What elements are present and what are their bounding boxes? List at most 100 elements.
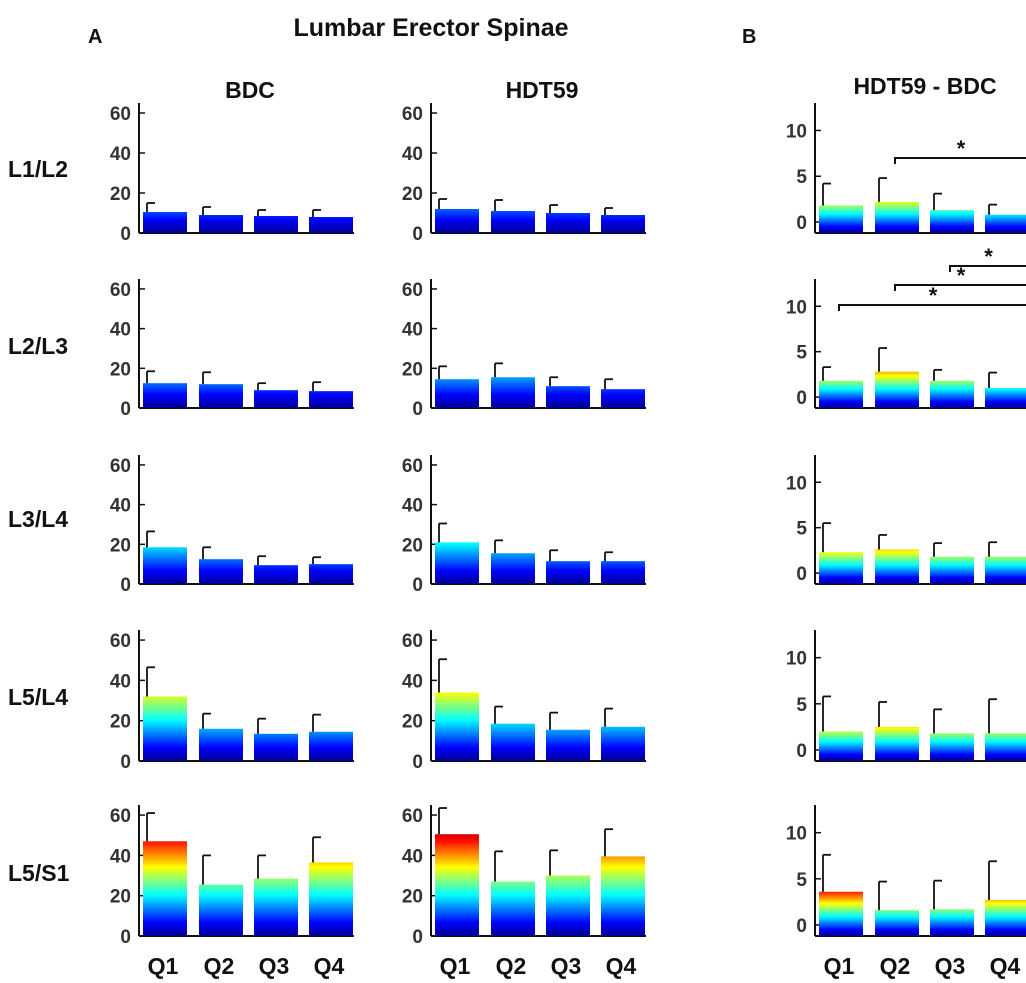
bar-q3 (930, 210, 974, 233)
x-tick-label-q2: Q2 (204, 953, 235, 979)
bar-q4 (309, 391, 353, 408)
y-tick-label: 60 (110, 806, 131, 827)
y-tick-label: 20 (402, 535, 423, 556)
significance-star: * (957, 263, 966, 288)
panel-bdc-l3-l4: 0 20 40 60 (110, 455, 354, 596)
bar-q1 (819, 891, 863, 936)
y-tick-label: 60 (402, 456, 423, 477)
bar-q1 (435, 834, 479, 936)
y-tick-label: 40 (110, 144, 131, 165)
y-tick-label: 10 (786, 473, 807, 494)
y-tick-label: 20 (402, 359, 423, 380)
bar-q3 (254, 216, 298, 233)
bar-q4 (985, 556, 1026, 584)
x-tick-label-q4: Q4 (606, 953, 637, 979)
significance-star: * (984, 244, 993, 269)
bar-q4 (601, 561, 645, 584)
y-tick-label: 60 (110, 104, 131, 125)
y-tick-label: 60 (110, 456, 131, 477)
significance-bracket (894, 157, 1026, 164)
bar-q1 (435, 542, 479, 584)
y-tick-label: 20 (110, 887, 131, 908)
significance-bracket (838, 304, 1026, 311)
row-label-l5-l4: L5/L4 (8, 684, 68, 710)
panel-b-letter: B (742, 26, 756, 48)
y-tick-label: 40 (110, 671, 131, 692)
y-tick-label: 60 (402, 631, 423, 652)
y-tick-label: 40 (402, 144, 423, 165)
significance-bracket (949, 265, 1026, 272)
bar-q1 (435, 379, 479, 408)
y-tick-label: 40 (110, 496, 131, 517)
bar-q3 (254, 733, 298, 761)
x-tick-label-q3: Q3 (259, 953, 290, 979)
y-tick-label: 20 (402, 184, 423, 205)
bar-q2 (199, 559, 243, 584)
bar-q4 (601, 389, 645, 408)
x-tick-label-q1: Q1 (824, 953, 855, 979)
bar-q3 (546, 386, 590, 408)
bar-q3 (546, 875, 590, 936)
panel-hdt59-l2-l3: 0 20 40 60 (402, 279, 646, 420)
bar-q4 (985, 733, 1026, 761)
y-tick-label: 10 (786, 824, 807, 845)
y-tick-label: 0 (120, 927, 131, 948)
panel-bdc-l2-l3: 0 20 40 60 (110, 279, 354, 420)
bar-q1 (143, 383, 187, 408)
bar-q1 (143, 841, 187, 936)
column-title-hdt59: HDT59 (506, 77, 579, 103)
y-tick-label: 5 (796, 519, 807, 540)
y-tick-label: 40 (110, 320, 131, 341)
y-tick-label: 40 (402, 846, 423, 867)
column-title-difference: HDT59 - BDC (853, 73, 996, 99)
panel-hdt59-bdc-l2-l3: 0 5 10 * * * (786, 244, 1026, 409)
significance-bracket (894, 284, 1026, 291)
bar-q3 (546, 213, 590, 233)
bar-q3 (546, 561, 590, 584)
y-tick-label: 60 (402, 104, 423, 125)
x-tick-label-q1: Q1 (148, 953, 179, 979)
y-tick-label: 0 (796, 388, 807, 409)
y-tick-label: 20 (402, 887, 423, 908)
panel-bdc-l5-s1: 0 20 40 60 Q1 Q2 Q3 Q4 (110, 805, 354, 979)
y-tick-label: 10 (786, 649, 807, 670)
bar-q2 (199, 728, 243, 761)
panel-hdt59-l3-l4: 0 20 40 60 (402, 455, 646, 596)
y-tick-label: 0 (412, 752, 423, 773)
x-tick-label-q1: Q1 (440, 953, 471, 979)
y-tick-label: 0 (120, 575, 131, 596)
bar-q3 (546, 729, 590, 761)
significance-star: * (957, 136, 966, 161)
y-tick-label: 0 (120, 224, 131, 245)
y-tick-label: 40 (402, 320, 423, 341)
y-tick-label: 0 (412, 575, 423, 596)
bar-q4 (601, 726, 645, 761)
bar-q1 (819, 731, 863, 761)
y-tick-label: 20 (110, 359, 131, 380)
y-tick-label: 60 (402, 280, 423, 301)
y-tick-label: 20 (402, 712, 423, 733)
panel-hdt59-bdc-l5-s1: 0 5 10 Q1 Q2 Q3 Q4 (786, 805, 1026, 979)
panel-hdt59-bdc-l5-l4: 0 5 10 (786, 630, 1026, 762)
y-tick-label: 0 (796, 213, 807, 234)
y-tick-label: 0 (796, 564, 807, 585)
bar-q3 (930, 733, 974, 761)
x-tick-label-q3: Q3 (551, 953, 582, 979)
y-tick-label: 0 (412, 927, 423, 948)
row-label-l1-l2: L1/L2 (8, 156, 68, 182)
bar-q2 (491, 553, 535, 584)
bar-q3 (254, 565, 298, 584)
y-tick-label: 20 (110, 712, 131, 733)
y-tick-label: 5 (796, 695, 807, 716)
panel-bdc-l1-l2: 0 20 40 60 (110, 103, 354, 245)
bar-q4 (309, 217, 353, 233)
bar-q3 (254, 390, 298, 408)
y-tick-label: 40 (402, 496, 423, 517)
bar-q3 (254, 878, 298, 936)
bar-q1 (143, 547, 187, 584)
chart-panels: 0 20 40 60 0 20 40 60 0 5 10 * 0 20 40 60 0 20 40 60 0 5 10 * * *… (110, 103, 1026, 979)
bar-q4 (985, 214, 1026, 233)
bar-q3 (930, 556, 974, 584)
bar-q2 (491, 881, 535, 936)
column-title-bdc: BDC (225, 77, 275, 103)
